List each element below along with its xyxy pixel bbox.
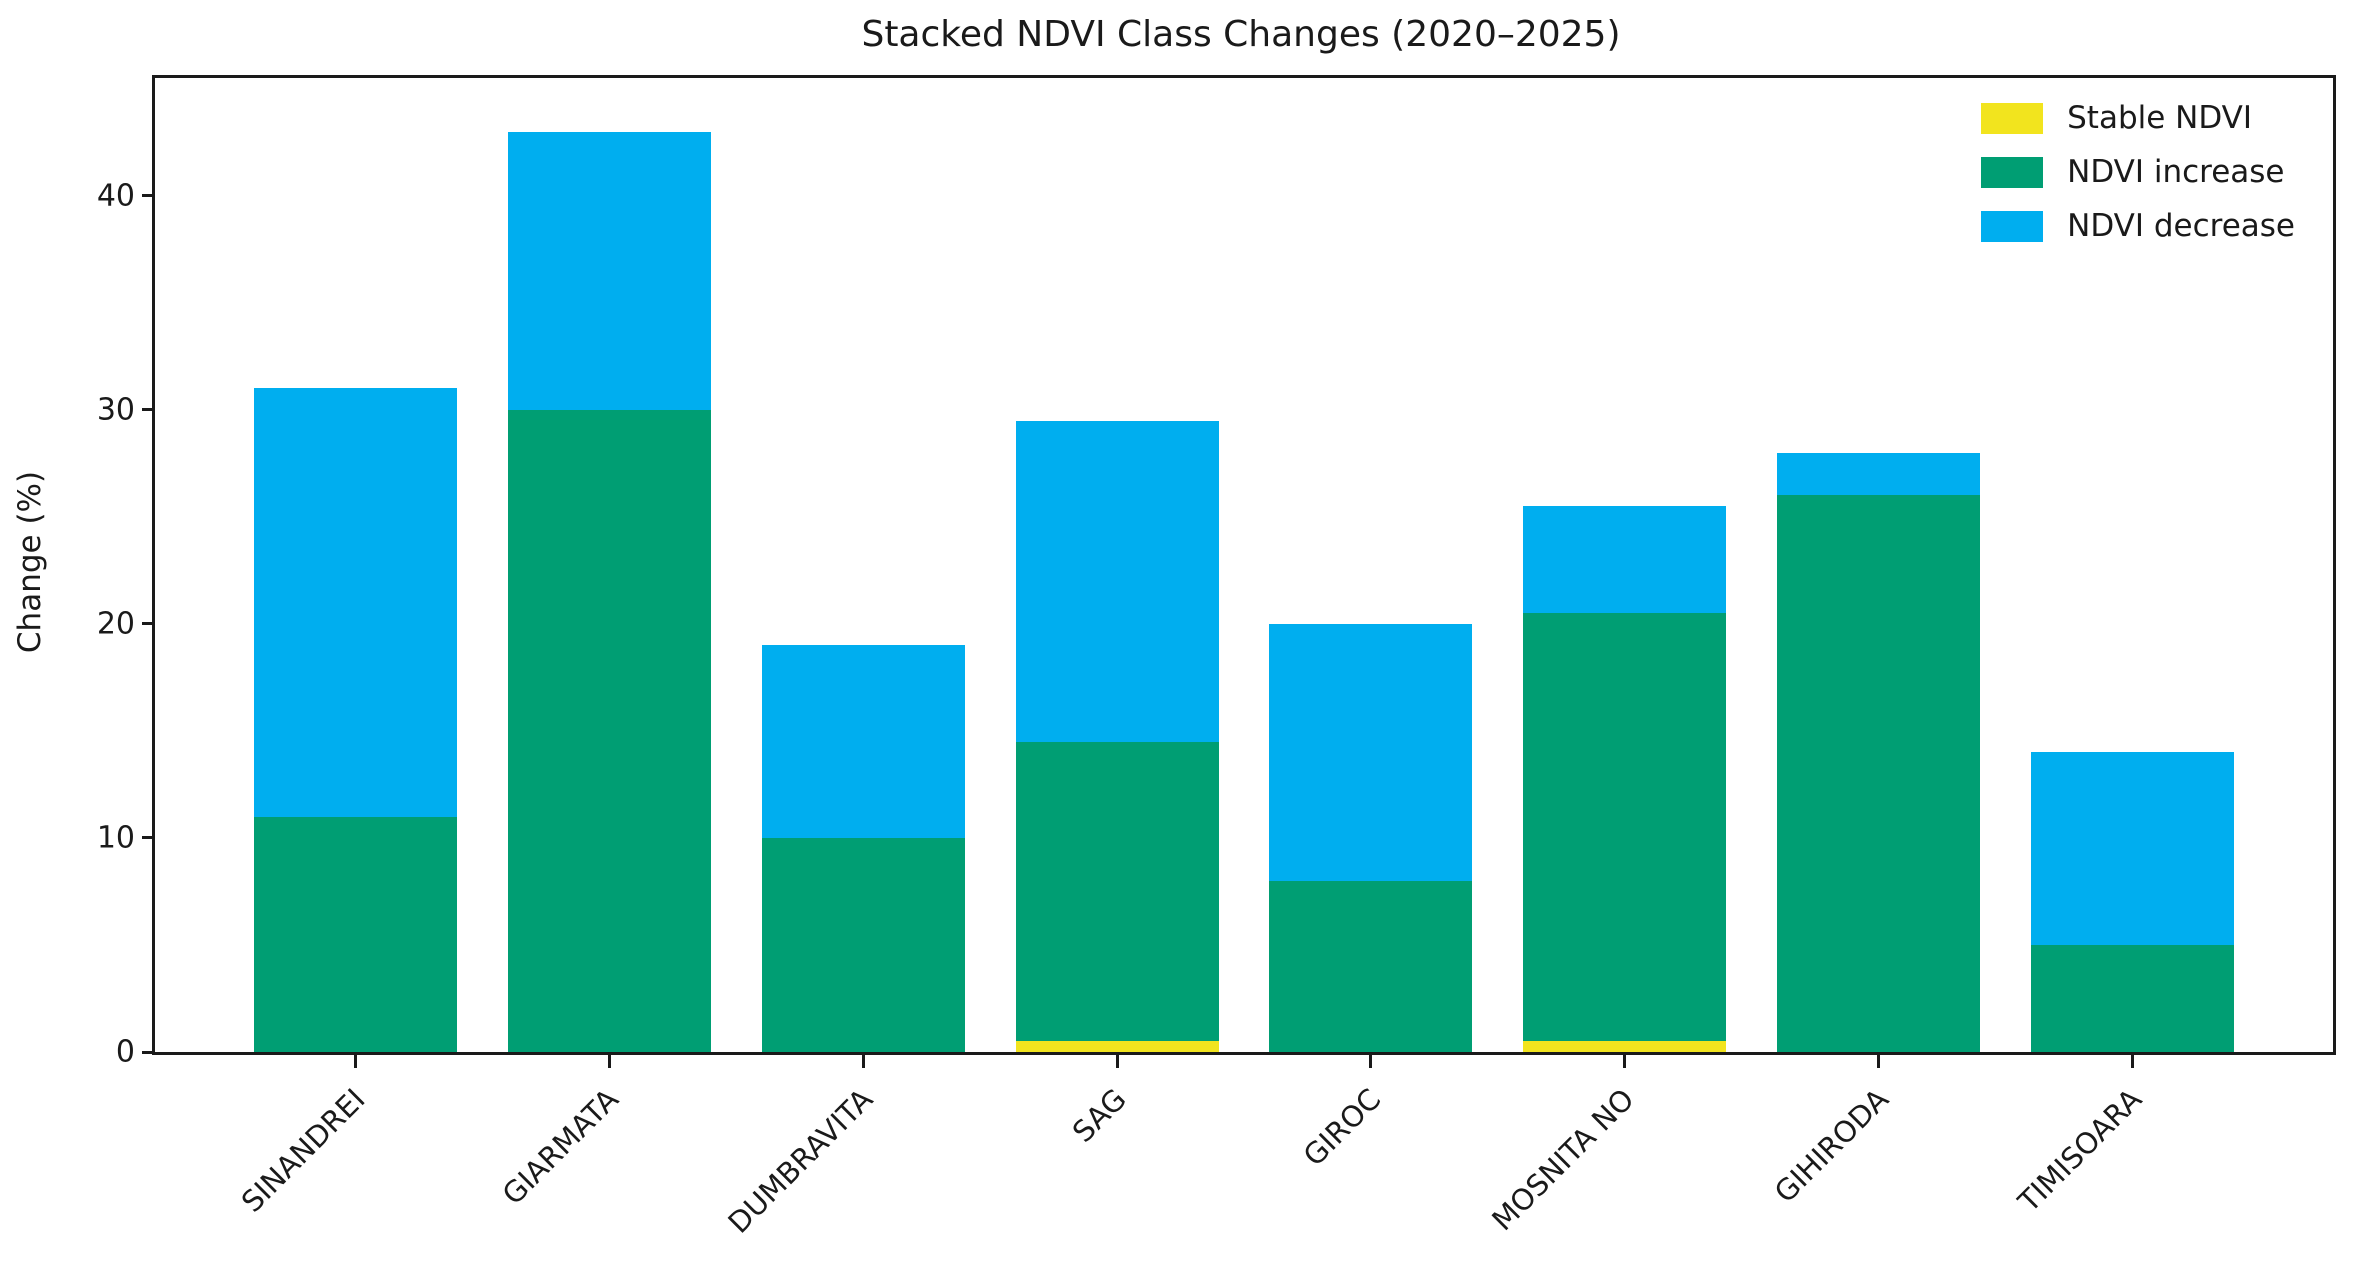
y-tick-label: 20	[96, 606, 135, 642]
x-tick-label: GIROC	[1296, 1082, 1387, 1173]
segment-ndvi-decrease	[1523, 506, 1727, 614]
bar-gihiroda	[1777, 78, 1981, 1052]
y-tick-label: 10	[96, 820, 135, 856]
legend-item-ndvi-increase: NDVI increase	[1981, 154, 2295, 190]
chart-title: Stacked NDVI Class Changes (2020–2025)	[861, 14, 1621, 55]
legend: Stable NDVI NDVI increase NDVI decrease	[1981, 100, 2295, 244]
legend-swatch	[1981, 210, 2044, 242]
bar-sag	[1015, 78, 1219, 1052]
segment-stable-ndvi	[1015, 1041, 1219, 1052]
segment-ndvi-increase	[1523, 613, 1727, 1042]
y-tick-label: 0	[115, 1034, 135, 1070]
x-tick-mark	[1369, 1055, 1373, 1068]
y-tick-mark	[142, 1050, 152, 1054]
x-tick-mark	[1115, 1055, 1119, 1068]
segment-ndvi-decrease	[254, 388, 458, 817]
x-tick-label: SINANDREI	[234, 1082, 372, 1219]
bar-sinandrei	[254, 78, 458, 1052]
legend-item-stable-ndvi: Stable NDVI	[1981, 100, 2295, 136]
legend-label: Stable NDVI	[2067, 100, 2253, 136]
legend-swatch	[1981, 102, 2044, 134]
x-tick-label: DUMBRAVITA	[721, 1082, 880, 1240]
y-tick-label: 30	[96, 392, 135, 428]
bar-mosnita-no	[1523, 78, 1727, 1052]
legend-swatch	[1981, 156, 2044, 188]
bar-timisoara	[2030, 78, 2234, 1052]
x-tick-mark	[1623, 1055, 1627, 1068]
x-tick-label: TIMISOARA	[2011, 1082, 2149, 1219]
segment-ndvi-increase	[1015, 741, 1219, 1042]
x-tick-mark	[2130, 1055, 2134, 1068]
segment-ndvi-decrease	[1015, 420, 1219, 742]
segment-ndvi-increase	[1269, 880, 1473, 1052]
y-tick-mark	[142, 622, 152, 626]
x-tick-label: MOSNITA NO	[1485, 1082, 1641, 1238]
plot-area: 0 10 20 30 40 SINANDREI GIARMATA DUMBRAVITA SAG…	[97, 75, 2336, 1240]
bar-giroc	[1269, 78, 1473, 1052]
segment-ndvi-increase	[254, 816, 458, 1052]
y-tick-mark	[142, 194, 152, 198]
segment-ndvi-decrease	[507, 131, 711, 410]
segment-ndvi-decrease	[1269, 623, 1473, 881]
legend-item-ndvi-decrease: NDVI decrease	[1981, 208, 2295, 244]
segment-stable-ndvi	[1523, 1041, 1727, 1052]
segment-ndvi-increase	[507, 409, 711, 1052]
y-axis-title: Change (%)	[12, 470, 48, 654]
segment-ndvi-increase	[2030, 944, 2234, 1052]
segment-ndvi-decrease	[1777, 452, 1981, 496]
x-tick-mark	[607, 1055, 611, 1068]
segment-ndvi-increase	[1777, 495, 1981, 1052]
legend-label: NDVI increase	[2067, 154, 2285, 190]
bar-giarmata	[507, 78, 711, 1052]
y-tick-mark	[142, 836, 152, 840]
x-tick-mark	[354, 1055, 358, 1068]
bar-dumbravita	[761, 78, 965, 1052]
y-tick-mark	[142, 408, 152, 412]
x-tick-label: SAG	[1066, 1082, 1134, 1149]
legend-label: NDVI decrease	[2067, 208, 2295, 244]
y-tick-label: 40	[96, 178, 135, 214]
x-tick-mark	[861, 1055, 865, 1068]
segment-ndvi-decrease	[2030, 752, 2234, 945]
x-tick-label: GIHIRODA	[1767, 1082, 1895, 1210]
x-tick-mark	[1877, 1055, 1881, 1068]
x-tick-label: GIARMATA	[496, 1082, 626, 1212]
segment-ndvi-decrease	[761, 645, 965, 838]
segment-ndvi-increase	[761, 837, 965, 1052]
